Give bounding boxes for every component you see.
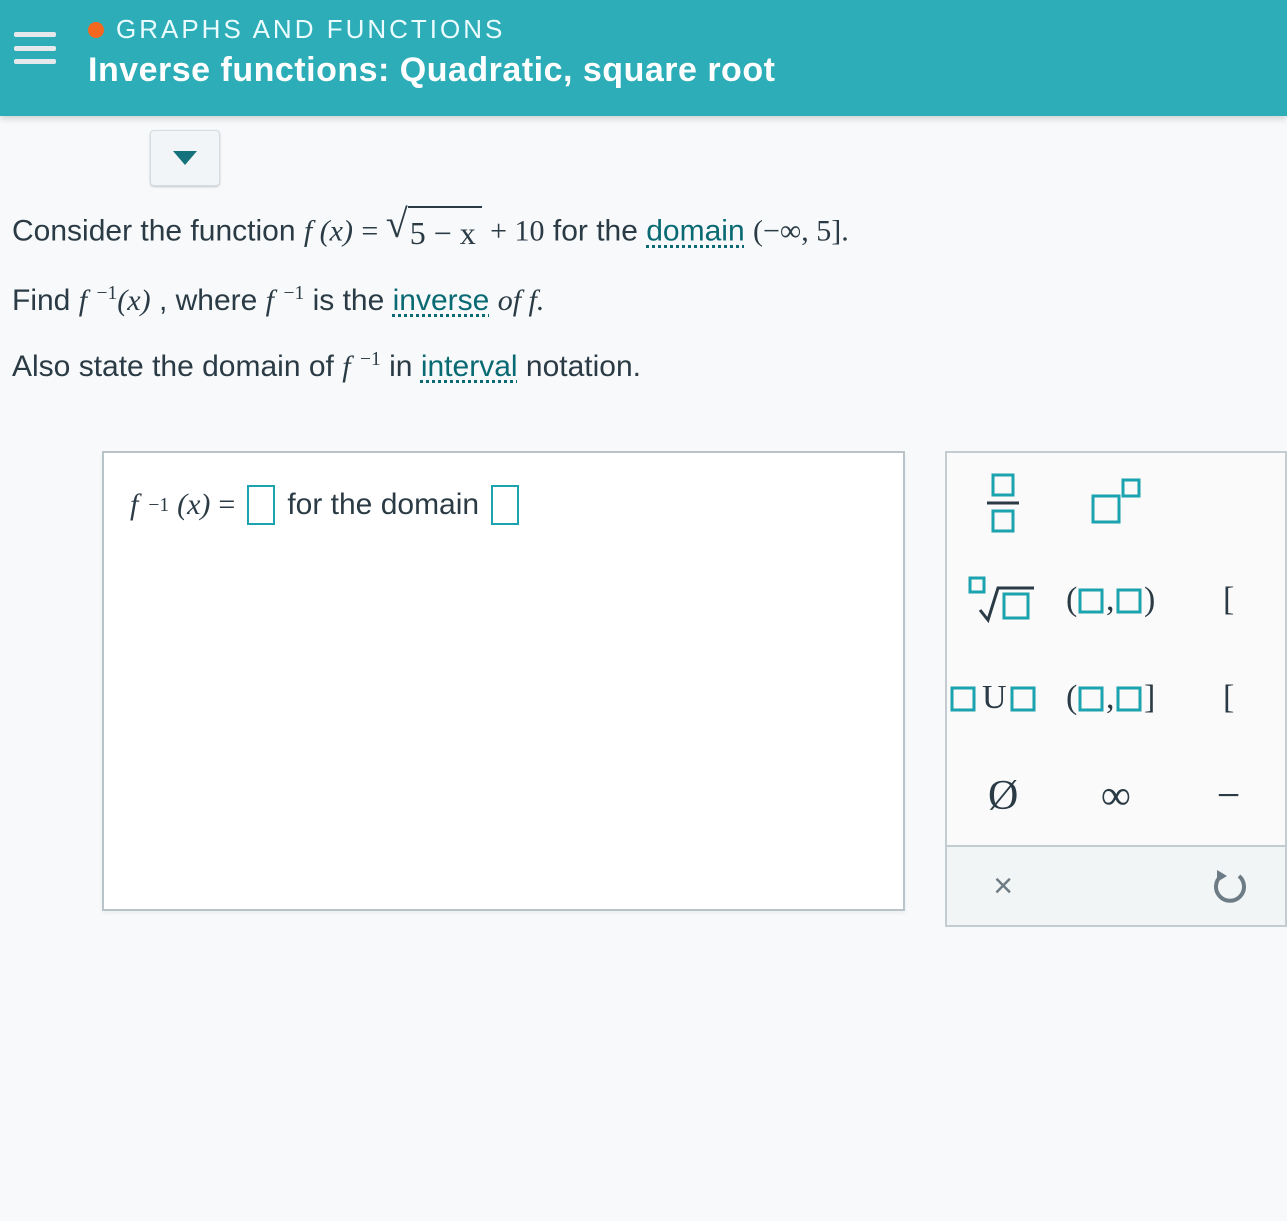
close-icon: × bbox=[993, 859, 1013, 913]
key-fraction[interactable] bbox=[947, 453, 1060, 551]
for-domain-label: for the domain bbox=[287, 481, 479, 529]
svg-text:): ) bbox=[1144, 581, 1155, 618]
menu-icon[interactable] bbox=[14, 32, 56, 64]
topic-bullet-icon bbox=[88, 22, 104, 38]
svg-text:,: , bbox=[1106, 581, 1115, 618]
problem-selector[interactable] bbox=[150, 130, 220, 186]
svg-text:(: ( bbox=[1066, 679, 1077, 716]
topic-row: GRAPHS AND FUNCTIONS bbox=[88, 14, 1287, 45]
answer-area: f −1(x) = for the domain bbox=[102, 451, 905, 911]
key-infinity[interactable]: ∞ bbox=[1060, 747, 1173, 845]
interval-link[interactable]: interval bbox=[421, 350, 518, 383]
expression-input[interactable] bbox=[247, 485, 275, 525]
lesson-header: GRAPHS AND FUNCTIONS Inverse functions: … bbox=[0, 0, 1287, 116]
problem-statement: Consider the function f (x) = √ 5 − x + … bbox=[0, 116, 1287, 927]
key-exponent[interactable] bbox=[1060, 453, 1173, 551]
key-closed-interval-left[interactable]: [ bbox=[1172, 551, 1285, 649]
sqrt-expression: √ 5 − x bbox=[386, 206, 482, 259]
key-union[interactable]: U bbox=[947, 649, 1060, 747]
topic-label: GRAPHS AND FUNCTIONS bbox=[116, 14, 505, 45]
math-keypad: ( , ) [ U bbox=[945, 451, 1287, 927]
key-empty-set[interactable]: Ø bbox=[947, 747, 1060, 845]
key-nth-root[interactable] bbox=[947, 551, 1060, 649]
key-minus[interactable]: − bbox=[1172, 747, 1285, 845]
inverse-link[interactable]: inverse bbox=[393, 284, 490, 317]
undo-icon bbox=[1209, 866, 1249, 906]
key-col3-row1[interactable] bbox=[1172, 453, 1285, 551]
domain-link[interactable]: domain bbox=[646, 215, 744, 248]
svg-text:(: ( bbox=[1066, 581, 1077, 618]
svg-text:,: , bbox=[1106, 679, 1115, 716]
lesson-title: Inverse functions: Quadratic, square roo… bbox=[88, 51, 1287, 90]
key-spacer bbox=[1060, 847, 1173, 925]
key-half-open-interval[interactable]: ( , ] bbox=[1060, 649, 1173, 747]
svg-text:U: U bbox=[982, 679, 1007, 716]
domain-input[interactable] bbox=[491, 485, 519, 525]
key-open-interval[interactable]: ( , ) bbox=[1060, 551, 1173, 649]
key-undo[interactable] bbox=[1172, 847, 1285, 925]
svg-text:]: ] bbox=[1144, 679, 1155, 716]
chevron-down-icon bbox=[173, 151, 197, 165]
key-close[interactable]: × bbox=[947, 847, 1060, 925]
key-half-open-left[interactable]: [ bbox=[1172, 649, 1285, 747]
